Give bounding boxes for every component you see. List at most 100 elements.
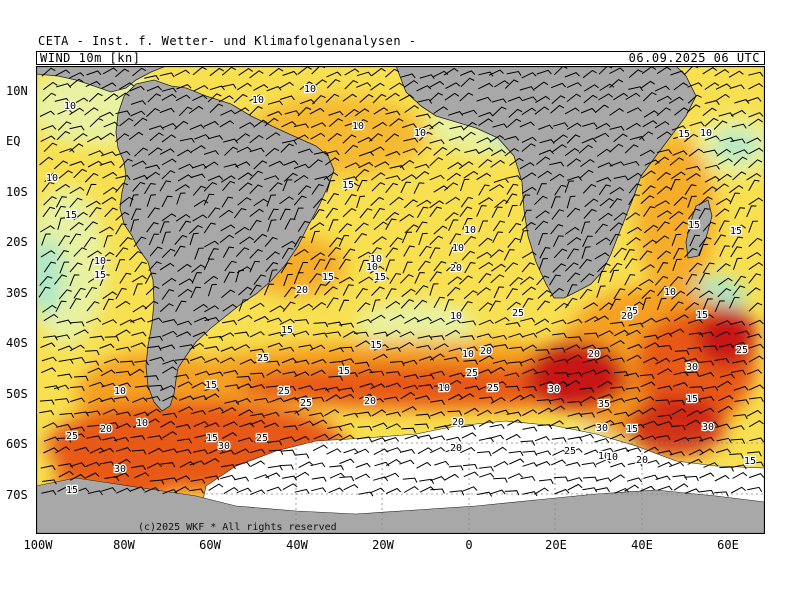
wind-barb [596,177,612,183]
wind-barb [580,273,595,283]
wind-barb [731,123,747,129]
wind-barb [355,340,371,348]
wind-barb [639,250,653,261]
wind-barb [656,262,669,274]
wind-barb [584,332,599,338]
wind-barb [222,246,235,258]
wind-barb [551,319,567,325]
wind-barb [476,251,492,259]
wind-barb [339,476,355,482]
wind-barb [609,269,619,282]
wind-barb [325,276,339,286]
wind-barb [208,371,224,377]
wind-barb [716,437,732,443]
wind-barb [115,150,131,156]
wind-barb [580,221,591,234]
wind-barb [176,449,192,454]
wind-barb [293,207,304,220]
wind-barb [748,118,763,127]
wind-barb [704,117,719,127]
subtitle-bar [36,51,765,65]
wind-barb [148,261,162,272]
wind-barb [175,424,191,430]
wind-barb [204,317,220,322]
wind-barb [522,491,538,497]
wind-barb [162,412,178,418]
wind-barb [354,331,369,337]
wind-barb [344,80,359,90]
wind-barb [146,408,161,416]
wind-barb [734,399,750,405]
wind-barb [161,87,177,93]
wind-barb [102,298,114,311]
wind-barb [294,248,309,257]
wind-barb [595,122,611,130]
wind-barb [609,67,625,75]
wind-barb [282,301,296,312]
wind-barb [429,353,445,361]
lat-label-30s: 30S [6,286,28,300]
wind-barb [549,397,565,403]
contour-label: 10 [664,287,676,298]
wind-barb [494,409,510,415]
wind-barb [101,382,117,388]
wind-barb [657,450,673,456]
wind-barb [174,358,190,364]
wind-barb [57,108,73,115]
wind-barb [537,407,553,415]
wind-barb [748,112,764,118]
wind-barb [369,370,385,376]
wind-barb [178,220,191,232]
wind-barb [733,385,749,391]
wind-barb [293,272,304,285]
wind-barb [311,487,327,493]
wind-barb [328,118,343,127]
wind-barb [549,173,565,182]
wind-barb [507,118,522,128]
wind-barb [521,136,537,144]
wind-barb [161,277,177,286]
wind-barb [250,460,266,468]
wind-barb [464,262,476,274]
wind-barb [687,208,701,220]
wind-barb [628,183,642,194]
contour-label: 20 [588,349,600,360]
wind-barb [131,275,147,283]
wind-barb [389,314,405,322]
wind-barb [491,263,506,272]
contour-label: 35 [598,399,610,410]
wind-barb [144,164,161,170]
wind-barb [203,181,218,192]
wind-barb [599,83,615,91]
wind-barb [283,273,293,287]
wind-barb [566,176,583,181]
wind-barb [294,395,310,401]
wind-barb [221,407,237,414]
wind-barb [640,264,655,272]
wind-barb [534,436,550,442]
wind-barb [552,235,564,247]
wind-barb [551,437,567,443]
wind-barb [656,298,667,311]
wind-barb [583,208,597,219]
wind-barb [492,446,508,455]
wind-barb [670,399,685,406]
wind-barb [87,250,102,258]
wind-barb [356,436,372,442]
wind-barb [402,359,418,365]
wind-barb [610,386,625,392]
wind-barb [714,357,730,364]
wind-barb [655,399,671,405]
wind-barb [507,205,518,217]
wind-barb [208,407,224,413]
wind-barb [639,373,655,380]
wind-barb [610,421,626,427]
wind-barb [463,471,479,478]
wind-barb [359,208,373,219]
wind-barb [207,283,218,297]
wind-barb [656,210,672,218]
wind-barb [249,219,262,231]
wind-barb [238,409,254,417]
wind-barb [204,393,220,400]
wind-barb [609,397,626,403]
